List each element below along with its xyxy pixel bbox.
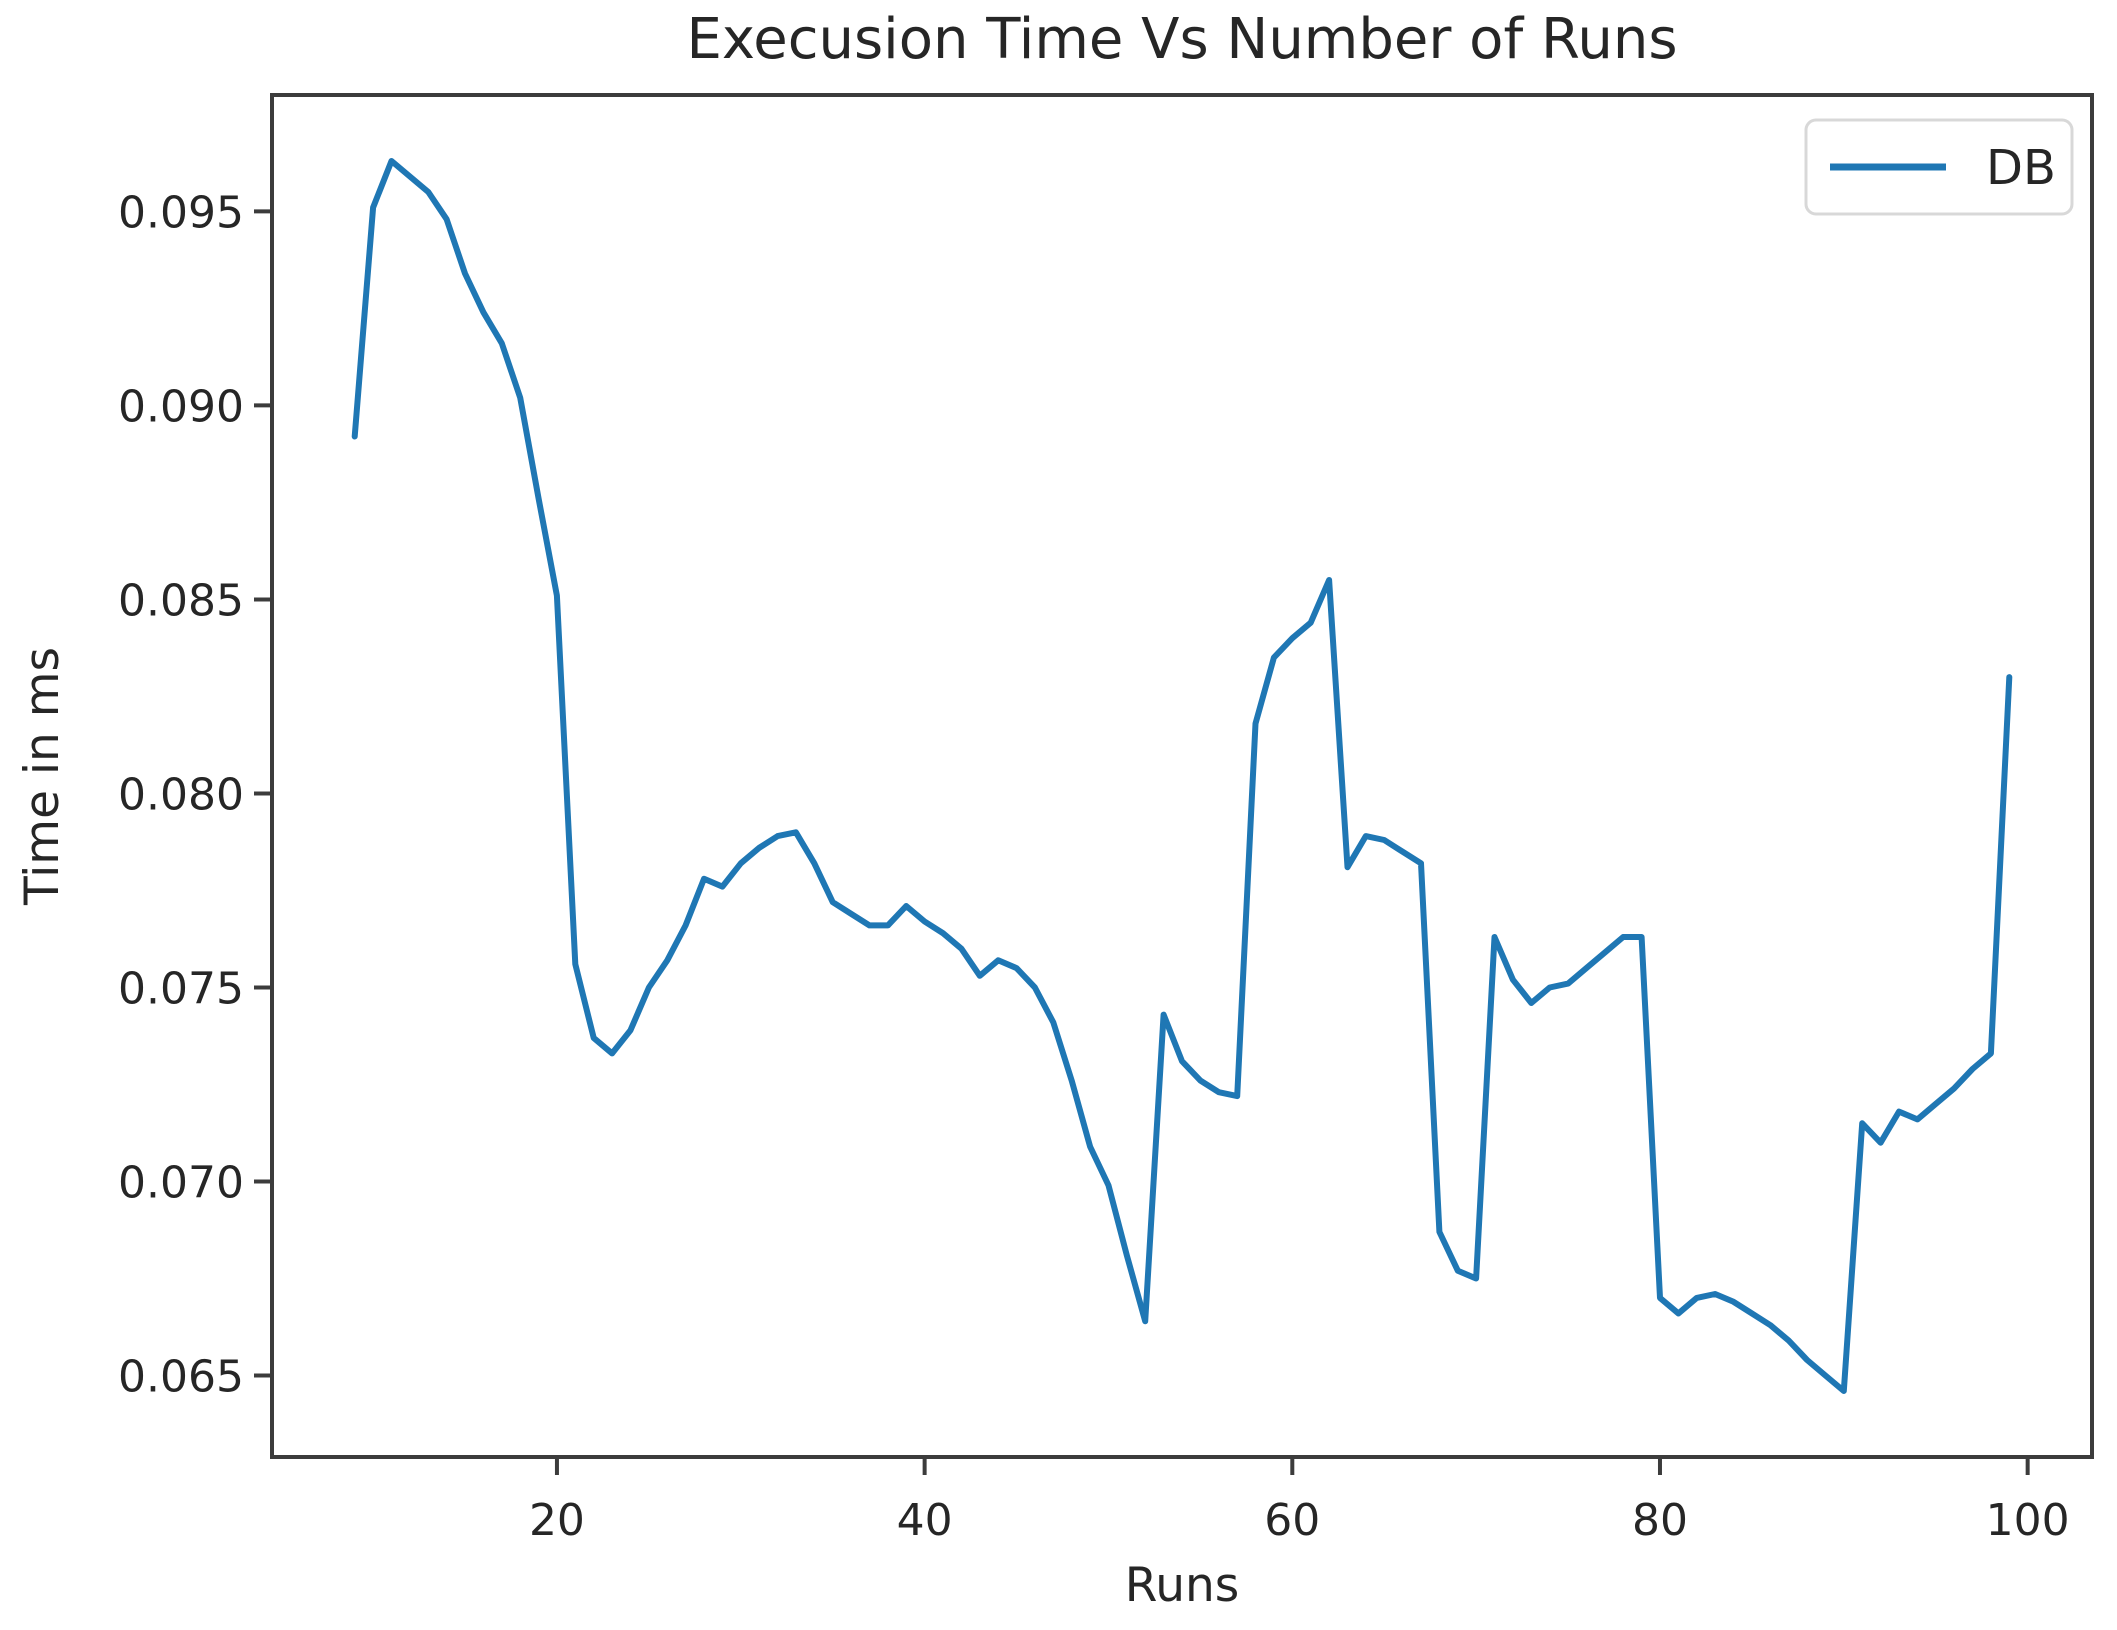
x-tick-label: 60 — [1264, 1495, 1320, 1546]
legend-label: DB — [1986, 140, 2056, 196]
x-tick-label: 20 — [529, 1495, 585, 1546]
y-tick-label: 0.085 — [118, 575, 244, 626]
y-tick-label: 0.090 — [118, 381, 244, 432]
axis-ticks: 20 40 60 80 100 0.065 0.070 0.075 0.080 0.085 0.09… — [118, 187, 2070, 1546]
y-tick-label: 0.095 — [118, 187, 244, 238]
y-tick-label: 0.070 — [118, 1157, 244, 1208]
x-tick-label: 40 — [897, 1495, 953, 1546]
y-tick-label: 0.080 — [118, 769, 244, 820]
legend: DB — [1804, 118, 2074, 216]
y-axis-label: Time in ms — [15, 647, 70, 906]
series-line-DB — [351, 158, 2013, 1394]
chart-title: Execusion Time Vs Number of Runs — [686, 7, 1677, 72]
x-tick-label: 100 — [1986, 1495, 2070, 1546]
x-tick-label: 80 — [1632, 1495, 1688, 1546]
x-axis-label: Runs — [1125, 1558, 1240, 1613]
data-series — [351, 158, 2013, 1394]
y-tick-label: 0.065 — [118, 1352, 244, 1403]
y-tick-label: 0.075 — [118, 963, 244, 1014]
plot-border — [270, 93, 2094, 1459]
